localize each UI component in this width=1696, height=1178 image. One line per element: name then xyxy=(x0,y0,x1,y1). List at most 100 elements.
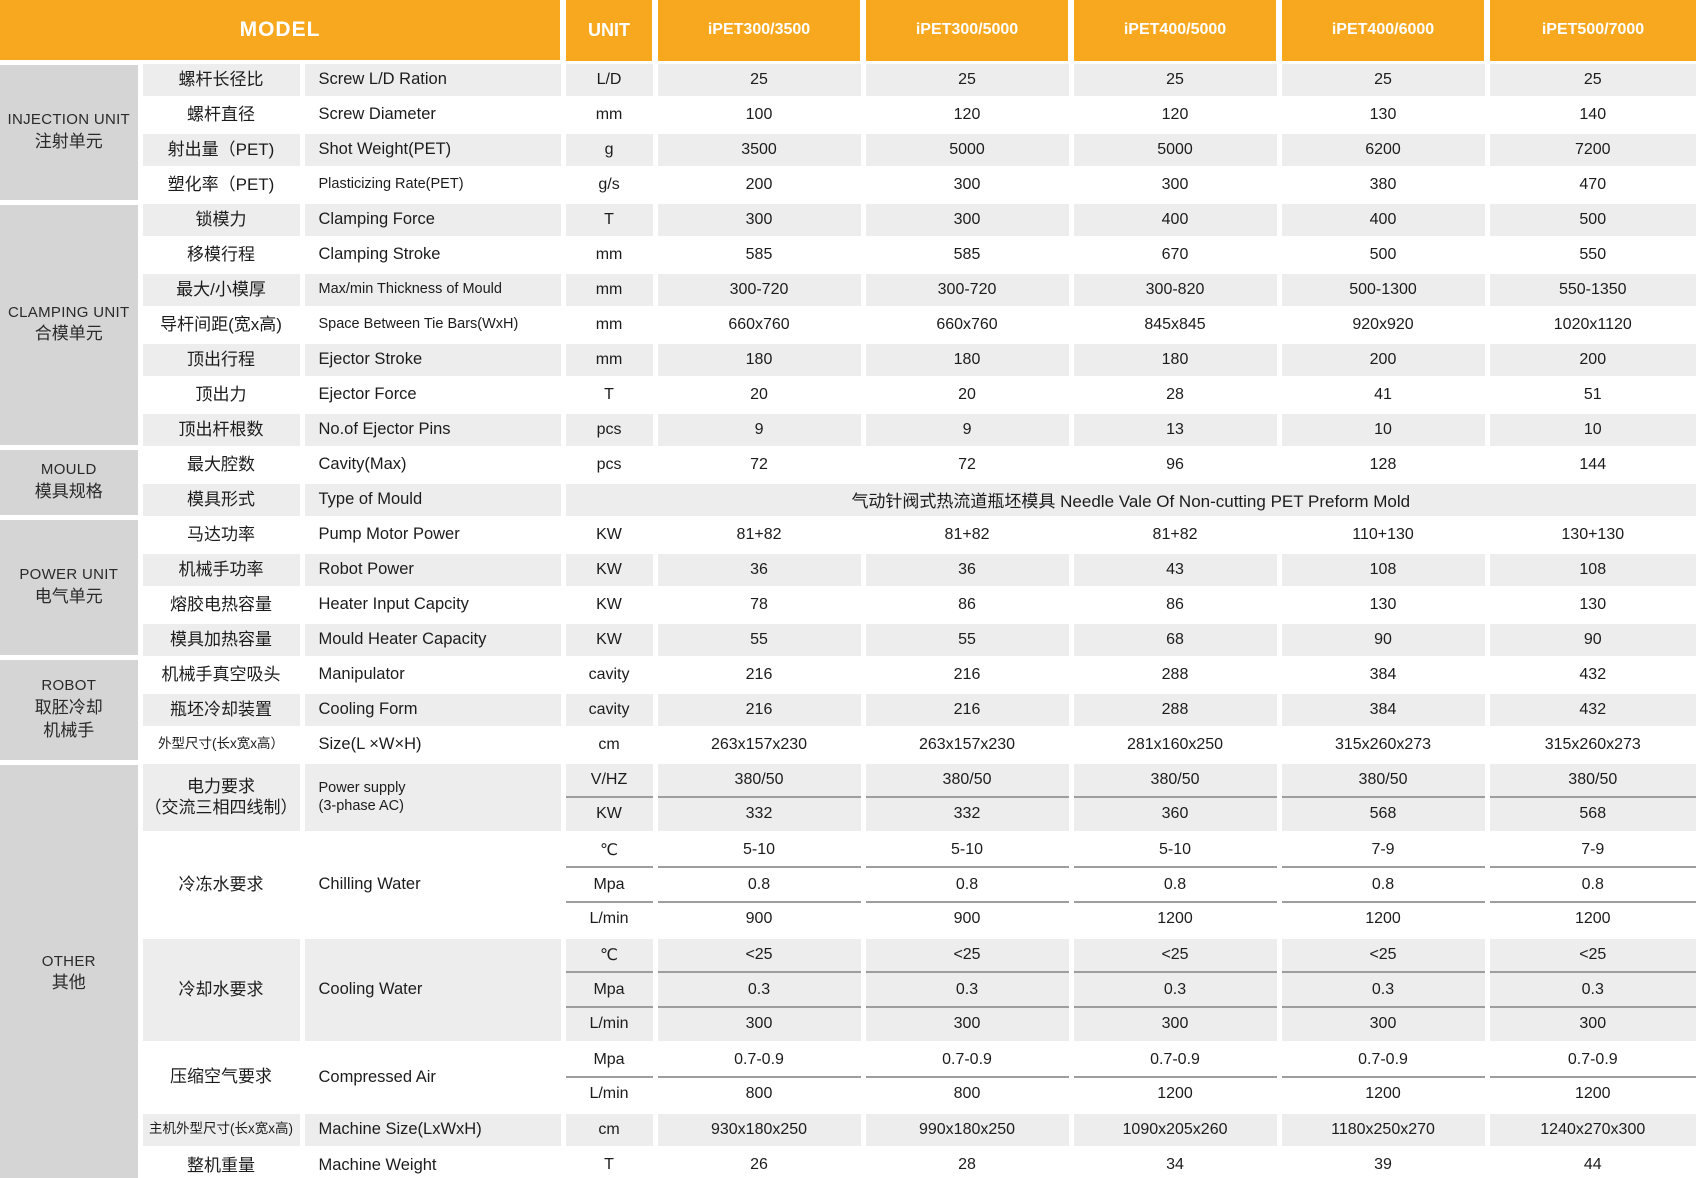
value-cell: 9 xyxy=(652,410,864,447)
unit-cell: V/HZ xyxy=(560,760,656,797)
table-row: POWER UNIT 电气单元 马达功率 Pump Motor Power KW 81+8… xyxy=(0,514,1696,657)
value-cell: 300 xyxy=(652,1006,864,1042)
group-label-cn: 其他 xyxy=(51,972,86,992)
value-cell: 7-9 xyxy=(1276,830,1488,867)
value-cell: 300 xyxy=(860,1006,1072,1042)
value-cell: 0.8 xyxy=(860,866,1072,902)
value-cell: 380/50 xyxy=(1484,760,1696,797)
value-cell: 120 xyxy=(1068,95,1280,132)
value-cell: 500 xyxy=(1484,200,1696,237)
row-label-cn: 螺杆长径比 xyxy=(137,60,302,97)
value-cell: 180 xyxy=(1068,340,1280,377)
value-cell: 660x760 xyxy=(652,305,864,342)
row-label-cn: 主机外型尺寸(长x宽x高) xyxy=(137,1110,302,1147)
table-row: 机械手功率 Robot Power KW 36 36 43 108 108 xyxy=(0,550,1696,587)
row-label-en: Max/min Thickness of Mould xyxy=(299,270,564,307)
row-label-cn: 熔胶电热容量 xyxy=(137,585,302,622)
unit-cell: cavity xyxy=(560,690,656,727)
table-row: 顶出行程 Ejector Stroke mm 180 180 180 200 200 xyxy=(0,340,1696,377)
value-cell: 332 xyxy=(860,796,1072,832)
row-label-en: Clamping Force xyxy=(299,200,564,237)
value-cell: 0.3 xyxy=(860,971,1072,1007)
value-cell: 86 xyxy=(1068,585,1280,622)
value-cell: 130+130 xyxy=(1484,515,1696,552)
unit-cell: mm xyxy=(560,235,656,272)
header-row: MODEL UNIT iPET300/3500 iPET300/5000 iPE… xyxy=(0,0,1696,62)
unit-cell: cm xyxy=(560,1110,656,1147)
model-column-header: iPET400/6000 xyxy=(1276,0,1488,62)
value-cell: 200 xyxy=(1276,340,1488,377)
value-cell: 10 xyxy=(1276,410,1488,447)
value-cell: 288 xyxy=(1068,690,1280,727)
row-label-cn: 冷冻水要求 xyxy=(137,830,302,937)
value-cell: 90 xyxy=(1276,620,1488,657)
unit-cell: cm xyxy=(560,725,656,762)
row-label-en: Heater Input Capcity xyxy=(299,585,564,622)
group-label-injection: INJECTION UNIT 注射单元 xyxy=(0,59,142,202)
value-cell: 0.7-0.9 xyxy=(1276,1040,1488,1077)
group-label-cn: 电气单元 xyxy=(34,586,103,606)
table-row: 压缩空气要求 Compressed Air Mpa 0.7-0.9 0.7-0.9 0.7… xyxy=(0,1040,1696,1112)
value-cell: 100 xyxy=(652,95,864,132)
row-label-en: Plasticizing Rate(PET) xyxy=(299,165,564,202)
row-label-en: Screw Diameter xyxy=(299,95,564,132)
value-cell: 1200 xyxy=(1068,901,1280,937)
unit-cell: mm xyxy=(560,270,656,307)
row-label-cn: 最大腔数 xyxy=(137,445,302,482)
value-cell: 10 xyxy=(1484,410,1696,447)
table-row: 顶出力 Ejector Force T 20 20 28 41 51 xyxy=(0,375,1696,412)
table-row: 最大/小模厚 Max/min Thickness of Mould mm 300-72… xyxy=(0,270,1696,307)
value-cell: 263x157x230 xyxy=(860,725,1072,762)
group-label-en: OTHER xyxy=(41,952,96,970)
value-cell: 130 xyxy=(1276,585,1488,622)
value-cell: 0.7-0.9 xyxy=(1484,1040,1696,1077)
value-cell: 315x260x273 xyxy=(1484,725,1696,762)
value-cell: 585 xyxy=(652,235,864,272)
row-label-en: Cooling Form xyxy=(299,690,564,727)
model-column-header: iPET300/5000 xyxy=(860,0,1072,62)
value-cell: 300 xyxy=(1068,165,1280,202)
value-cell: 300-820 xyxy=(1068,270,1280,307)
row-label-cn: 锁模力 xyxy=(137,200,302,237)
value-cell: 81+82 xyxy=(1068,515,1280,552)
value-cell: 68 xyxy=(1068,620,1280,657)
value-cell: 78 xyxy=(652,585,864,622)
value-cell: 51 xyxy=(1484,375,1696,412)
value-cell: 263x157x230 xyxy=(652,725,864,762)
value-cell: 1200 xyxy=(1276,1076,1488,1112)
value-cell: 44 xyxy=(1484,1145,1696,1178)
row-label-cn: 顶出杆根数 xyxy=(137,410,302,447)
value-cell: 1200 xyxy=(1276,901,1488,937)
unit-header-label: UNIT xyxy=(560,0,656,62)
table-row: OTHER 其他 电力要求 （交流三相四线制） Power supply (3-pha… xyxy=(0,759,1696,1178)
unit-cell: L/D xyxy=(560,60,656,97)
group-label-robot: ROBOT 取胚冷却 机械手 xyxy=(0,654,142,762)
value-cell: 380/50 xyxy=(652,760,864,797)
value-cell: 0.3 xyxy=(1276,971,1488,1007)
table-row: INJECTION UNIT 注射单元 螺杆长径比 Screw L/D Ration L… xyxy=(0,59,1696,202)
group-label-en: INJECTION UNIT xyxy=(7,111,131,129)
row-label-cn: 螺杆直径 xyxy=(137,95,302,132)
row-label-en: Mould Heater Capacity xyxy=(299,620,564,657)
row-label-en: Manipulator xyxy=(299,655,564,692)
unit-cell: pcs xyxy=(560,410,656,447)
group-label-en: CLAMPING UNIT xyxy=(8,303,130,321)
value-cell: 432 xyxy=(1484,655,1696,692)
value-cell: 5000 xyxy=(860,130,1072,167)
table-row: 冷冻水要求 Chilling Water ℃ 5-10 5-10 5-10 7-9 7-9 xyxy=(0,830,1696,937)
value-cell: <25 xyxy=(1068,935,1280,972)
unit-cell: T xyxy=(560,375,656,412)
unit-cell: L/min xyxy=(560,1076,656,1112)
row-label-cn: 塑化率（PET) xyxy=(137,165,302,202)
value-cell: 0.8 xyxy=(652,866,864,902)
value-cell: 200 xyxy=(1484,340,1696,377)
table-row: CLAMPING UNIT 合模单元 锁模力 Clamping Force T 300 30… xyxy=(0,199,1696,447)
value-cell: 990x180x250 xyxy=(860,1110,1072,1147)
value-cell: 384 xyxy=(1276,655,1488,692)
row-label-en: Power supply (3-phase AC) xyxy=(299,760,564,832)
value-cell: <25 xyxy=(860,935,1072,972)
row-label-cn: 整机重量 xyxy=(137,1145,302,1178)
value-cell: 315x260x273 xyxy=(1276,725,1488,762)
row-label-en: Size(L ×W×H) xyxy=(299,725,564,762)
